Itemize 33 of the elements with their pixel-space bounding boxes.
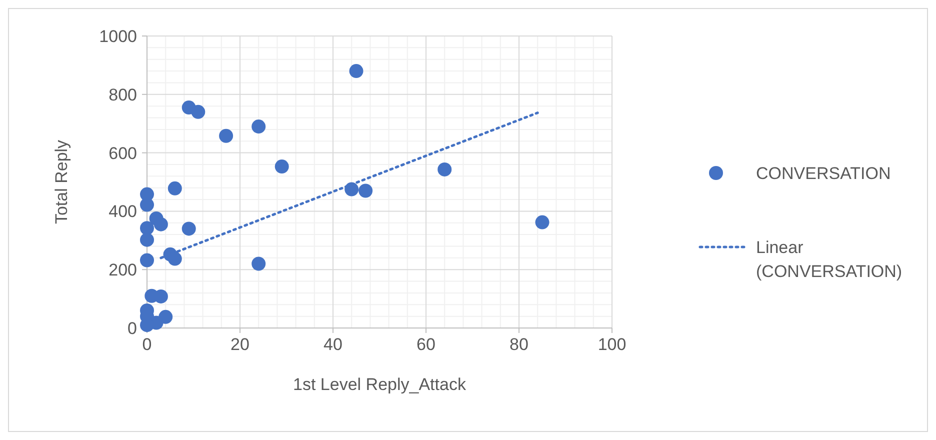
y-tick-label: 600 (108, 144, 137, 163)
point (140, 198, 154, 212)
y-tick-label: 0 (128, 319, 137, 338)
point (274, 160, 289, 174)
y-axis-title: Total Reply (52, 139, 71, 224)
y-tick-label: 1000 (99, 27, 137, 46)
legend-label: Linear (CONVERSATION) (756, 238, 902, 281)
point (219, 128, 234, 143)
y-tick-label: 800 (108, 85, 137, 104)
point (168, 181, 182, 196)
point (252, 120, 266, 134)
point (438, 162, 452, 176)
y-tick-label: 400 (108, 202, 137, 222)
point (140, 232, 154, 247)
point (535, 215, 550, 230)
point (140, 253, 154, 268)
x-tick-label: 20 (230, 335, 250, 354)
x-tick-label: 0 (142, 335, 152, 354)
x-tick-label: 80 (510, 335, 528, 354)
point (168, 252, 182, 266)
point (252, 256, 266, 271)
point (358, 184, 373, 198)
y-tick-label: 200 (108, 260, 137, 280)
x-tick-label: 40 (324, 335, 342, 354)
point (349, 64, 364, 78)
legend-label: CONVERSATION (756, 164, 891, 183)
point (140, 221, 154, 236)
point (191, 104, 206, 119)
x-axis-title: 1st Level Reply_Attack (293, 375, 466, 394)
x-tick-label: 60 (416, 335, 436, 354)
point (182, 222, 196, 236)
x-tick-label: 100 (598, 335, 626, 354)
point (154, 217, 168, 232)
